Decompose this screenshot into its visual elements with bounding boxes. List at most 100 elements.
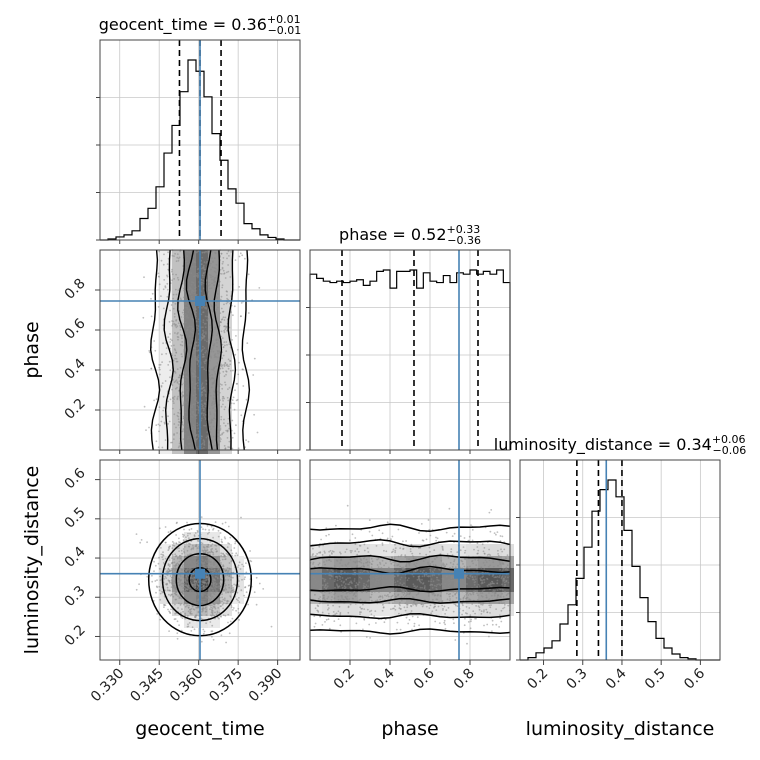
sample-point xyxy=(170,567,173,570)
sample-point xyxy=(354,584,357,587)
sample-point xyxy=(210,368,213,371)
sample-point xyxy=(181,423,184,426)
sample-point xyxy=(202,600,205,603)
sample-point xyxy=(319,551,322,553)
inner-x-ticks xyxy=(119,240,279,244)
sample-point xyxy=(197,581,200,584)
sample-point xyxy=(200,263,203,266)
sample-point xyxy=(367,571,370,574)
sample-point xyxy=(194,313,197,316)
sample-point xyxy=(180,559,183,562)
sample-point xyxy=(191,428,193,431)
sample-point xyxy=(235,424,237,427)
sample-point xyxy=(462,563,464,565)
sample-point xyxy=(143,405,146,408)
density-cell xyxy=(370,544,382,556)
sample-point xyxy=(208,558,210,561)
sample-point xyxy=(202,414,205,417)
sample-point xyxy=(158,430,160,433)
sample-point xyxy=(195,545,198,547)
density-cell xyxy=(160,442,172,454)
sample-point xyxy=(394,549,397,552)
sample-point xyxy=(476,585,479,588)
sample-point xyxy=(168,565,171,568)
sample-point xyxy=(343,602,346,604)
sample-point xyxy=(222,316,225,319)
sample-point xyxy=(179,366,182,369)
sample-point xyxy=(404,565,407,568)
sample-point xyxy=(221,600,223,603)
sample-point xyxy=(216,610,219,613)
sample-point xyxy=(471,529,474,531)
sample-point xyxy=(323,598,326,601)
sample-point xyxy=(172,568,174,571)
sample-point xyxy=(469,627,472,630)
sample-point xyxy=(389,560,392,563)
sample-point xyxy=(200,283,203,286)
sample-point xyxy=(317,563,320,566)
sample-point xyxy=(190,540,193,543)
sample-point xyxy=(434,594,437,597)
sample-point xyxy=(197,359,200,362)
sample-point xyxy=(170,447,173,450)
sample-point xyxy=(324,552,326,554)
sample-point xyxy=(192,403,195,406)
sample-point xyxy=(209,329,212,332)
sample-point xyxy=(213,354,216,357)
sample-point xyxy=(192,546,195,549)
sample-point xyxy=(508,592,510,595)
sample-point xyxy=(166,586,169,589)
sample-point xyxy=(183,319,186,321)
sample-point xyxy=(406,603,408,606)
sample-point xyxy=(228,446,231,449)
sample-point xyxy=(187,435,190,438)
sample-point xyxy=(215,584,218,586)
density-cell xyxy=(310,604,322,616)
sample-point xyxy=(218,280,221,283)
sample-point xyxy=(209,411,211,414)
sample-point xyxy=(431,584,434,586)
sample-point xyxy=(225,429,228,432)
sample-point xyxy=(355,582,358,584)
sample-point xyxy=(219,600,222,603)
sample-point xyxy=(220,405,223,408)
sample-point xyxy=(181,582,184,585)
sample-point xyxy=(416,616,419,619)
sample-point xyxy=(188,437,190,440)
sample-point xyxy=(395,590,398,592)
sample-point xyxy=(196,356,198,358)
sample-point xyxy=(196,584,199,586)
sample-point xyxy=(381,588,384,591)
truth-marker xyxy=(454,568,464,579)
sample-point xyxy=(214,408,217,411)
sample-point xyxy=(435,556,438,559)
sample-point xyxy=(231,552,234,555)
sample-point xyxy=(445,609,448,611)
sample-point xyxy=(221,387,224,390)
sample-point xyxy=(166,589,169,591)
sample-point xyxy=(194,375,197,378)
sample-point xyxy=(210,428,212,430)
sample-point xyxy=(262,588,265,590)
sample-point xyxy=(217,568,219,570)
sample-point xyxy=(413,570,415,573)
sample-point xyxy=(203,407,205,410)
sample-point xyxy=(186,604,188,607)
sample-point xyxy=(394,551,397,554)
sample-point xyxy=(213,413,216,415)
sample-point xyxy=(328,550,330,553)
sample-point xyxy=(165,347,168,349)
sample-point xyxy=(405,540,407,542)
sample-point xyxy=(189,532,191,535)
sample-point xyxy=(399,601,401,604)
sample-point xyxy=(315,581,317,583)
sample-point xyxy=(163,421,166,424)
density-cell xyxy=(220,274,232,286)
sample-point xyxy=(224,447,227,450)
sample-point xyxy=(202,439,205,441)
sample-point xyxy=(463,565,466,568)
sample-point xyxy=(359,598,362,601)
sample-point xyxy=(464,612,467,614)
sample-point xyxy=(146,541,148,544)
sample-point xyxy=(337,618,340,620)
